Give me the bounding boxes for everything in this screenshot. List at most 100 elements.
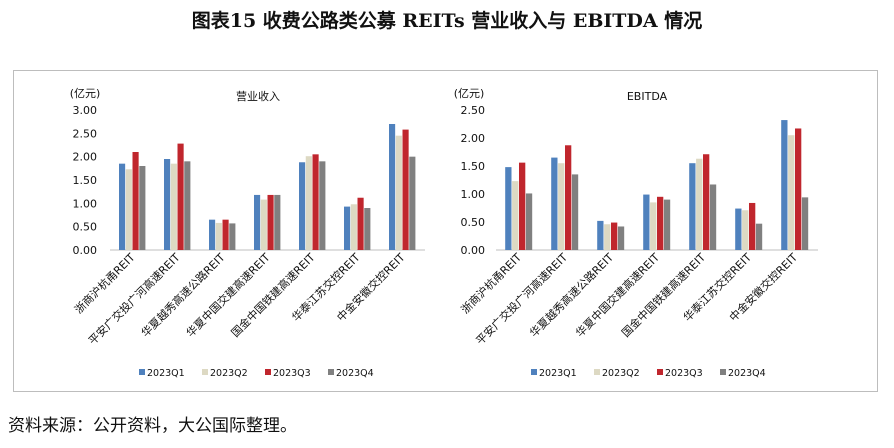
chart2-category-label: 华夏越秀高速公路REIT: [527, 250, 617, 340]
chart2-y-tick-label: 2.00: [461, 132, 486, 145]
chart2-bar: [801, 197, 809, 250]
chart1-category-label: 华夏中国交建高速REIT: [183, 250, 273, 340]
chart2-category-label: 国金中国铁建高速REIT: [619, 250, 709, 340]
chart2-legend-swatch: [531, 369, 537, 375]
chart1-bar: [312, 154, 319, 250]
chart1-bar: [254, 194, 261, 250]
chart2-bar: [643, 194, 650, 250]
chart1-bar: [402, 129, 409, 250]
chart2-bar: [597, 220, 604, 250]
chart2-legend-swatch: [657, 369, 663, 375]
chart1-bar: [299, 162, 306, 250]
chart1-bar: [209, 219, 216, 250]
chart1-y-tick-label: 1.00: [73, 197, 98, 210]
chart2-legend-label: 2023Q2: [602, 368, 640, 379]
chart1-bar: [132, 152, 139, 250]
charts-canvas: 营业收入(亿元)0.000.501.001.502.002.503.00浙商沪杭…: [70, 87, 818, 379]
chart1-bar: [222, 219, 229, 250]
chart2-bar: [551, 157, 558, 250]
chart2-y-tick-label: 1.50: [461, 160, 486, 173]
chart1-y-tick-label: 1.50: [73, 174, 98, 187]
chart2-bar: [709, 184, 717, 250]
chart2-bar: [735, 208, 742, 250]
chart1-legend-label: 2023Q2: [210, 368, 248, 379]
chart1-bar: [229, 223, 236, 250]
chart1-bar: [344, 206, 351, 250]
chart2-bar: [571, 174, 579, 250]
chart2-bar: [663, 199, 671, 250]
chart2-bar: [696, 158, 703, 250]
chart1-y-tick-label: 2.00: [73, 151, 98, 164]
chart1-category-label: 国金中国铁建高速REIT: [228, 250, 318, 340]
chart2-bar: [505, 167, 512, 250]
figure-title: 图表15 收费公路类公募 REITs 营业收入与 EBITDA 情况: [191, 10, 703, 32]
chart2-title: EBITDA: [627, 90, 668, 103]
chart1-title: 营业收入: [236, 89, 280, 103]
chart2-bar: [604, 224, 611, 250]
chart1-legend-swatch: [202, 369, 208, 375]
chart2-bar: [525, 193, 533, 250]
chart2-bar: [558, 163, 565, 250]
chart1-bar: [389, 124, 396, 250]
chart2-legend-swatch: [594, 369, 600, 375]
chart1-bar: [267, 194, 274, 250]
chart2-legend-label: 2023Q1: [539, 368, 577, 379]
chart1-bar: [184, 161, 191, 250]
chart1-legend-label: 2023Q3: [273, 368, 311, 379]
chart2-bar: [781, 120, 788, 250]
chart1-bar: [215, 222, 222, 250]
chart1-bar: [125, 169, 132, 250]
chart2-bar: [755, 223, 763, 250]
chart2-bar: [519, 162, 526, 250]
chart1-bar: [139, 166, 146, 250]
chart2-bar: [742, 210, 749, 250]
chart2-bar: [749, 202, 756, 250]
chart1-y-tick-label: 3.00: [73, 104, 98, 117]
chart1-bar: [274, 194, 281, 250]
chart2-bar: [788, 135, 795, 250]
chart1-legend-swatch: [328, 369, 334, 375]
chart1-bar: [119, 163, 126, 250]
chart1-bar: [409, 156, 416, 250]
chart2-y-tick-label: 0.50: [461, 216, 486, 229]
chart2-y-tick-label: 2.50: [461, 104, 486, 117]
chart2-legend-swatch: [720, 369, 726, 375]
chart1-legend-swatch: [265, 369, 271, 375]
chart1-bar: [170, 163, 177, 250]
chart2-category-label: 平安广交投广河高速REIT: [473, 250, 570, 347]
chart2-bar: [657, 196, 664, 250]
chart1-bar: [364, 208, 371, 250]
chart1-y-tick-label: 0.50: [73, 221, 98, 234]
chart2-bar: [650, 202, 657, 250]
chart1-bar: [260, 199, 267, 250]
chart1-category-label: 平安广交投广河高速REIT: [85, 250, 182, 347]
chart1-bar: [319, 161, 326, 250]
chart2-unit-label: (亿元): [454, 87, 485, 100]
chart1-bar: [395, 135, 402, 250]
source-note: 资料来源：公开资料，大公国际整理。: [8, 416, 297, 436]
chart2-bar: [617, 226, 625, 250]
chart2-bar: [689, 163, 696, 250]
chart1-bar: [305, 156, 312, 250]
chart1-y-tick-label: 2.50: [73, 127, 98, 140]
chart2-y-tick-label: 0.00: [461, 244, 486, 257]
chart2-legend-label: 2023Q4: [728, 368, 766, 379]
chart1-legend-label: 2023Q4: [336, 368, 374, 379]
chart1-y-tick-label: 0.00: [73, 244, 98, 257]
chart2-bar: [611, 222, 618, 250]
chart2-bar: [703, 154, 710, 250]
chart1-bar: [164, 159, 171, 250]
chart1-legend-label: 2023Q1: [147, 368, 185, 379]
chart1-unit-label: (亿元): [70, 87, 101, 100]
chart2-bar: [565, 145, 572, 250]
chart2-legend-label: 2023Q3: [665, 368, 703, 379]
chart1-category-label: 华夏越秀高速公路REIT: [138, 250, 228, 340]
chart2-bar: [512, 181, 519, 250]
chart1-bar: [357, 197, 364, 250]
chart2-category-label: 华夏中国交建高速REIT: [573, 250, 663, 340]
chart1-bar: [177, 143, 184, 250]
chart1-bar: [350, 204, 357, 250]
chart1-legend-swatch: [139, 369, 145, 375]
chart-panel: [13, 70, 878, 392]
chart2-y-tick-label: 1.00: [461, 188, 486, 201]
